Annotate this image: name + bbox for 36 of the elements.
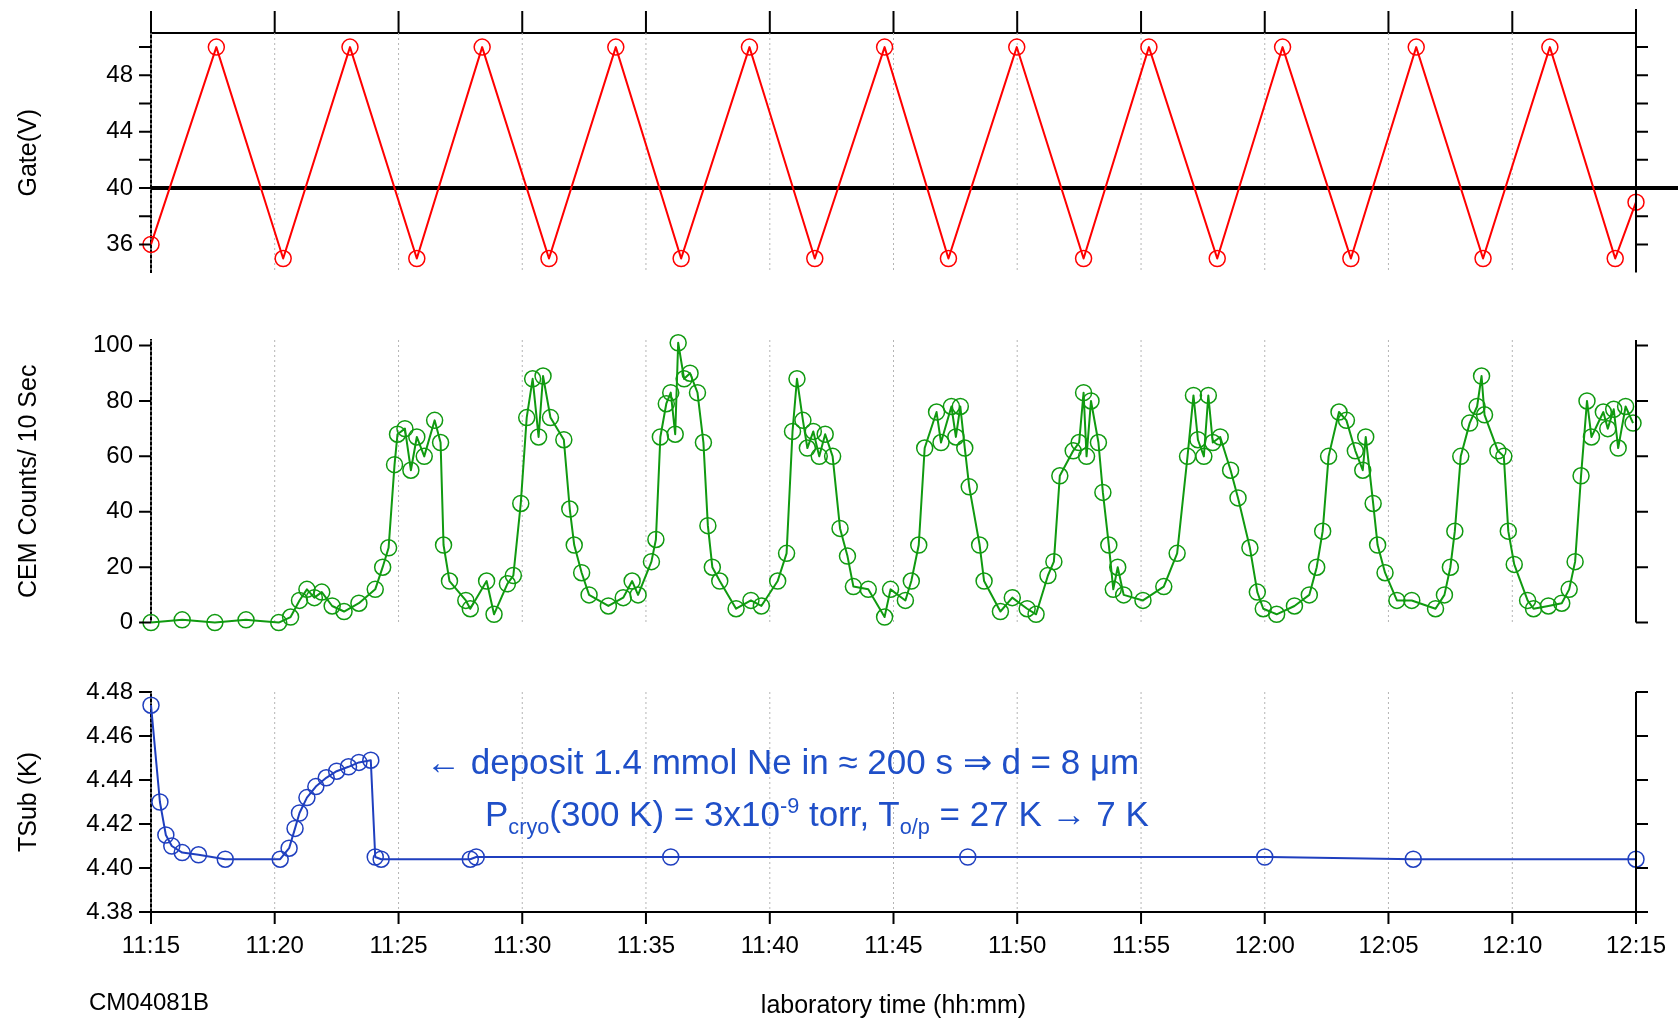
x-tick-label: 12:15 bbox=[1605, 931, 1667, 959]
x-tick-label: 12:05 bbox=[1358, 931, 1419, 959]
annotation: P$_{cryo}$(300 K) = 3x10$^{-9}$ torr, T$_{o/p}$ = 27 K → 7 K bbox=[485, 793, 1149, 839]
x-tick-label: 11:25 bbox=[369, 931, 428, 959]
y-axis-title: Gate(V) bbox=[12, 109, 41, 197]
x-tick-label: 12:00 bbox=[1234, 931, 1295, 959]
y-axis-title: TSub (K) bbox=[12, 751, 41, 853]
x-tick-label: 11:45 bbox=[864, 931, 923, 959]
text: CM04081B bbox=[89, 988, 210, 1015]
y-tick-label: 80 bbox=[106, 385, 133, 413]
y-tick-label: 44 bbox=[106, 116, 133, 144]
y-tick-label: 36 bbox=[106, 229, 133, 257]
x-tick-label: 12:10 bbox=[1482, 931, 1543, 959]
y-tick-label: 100 bbox=[92, 330, 133, 358]
x-tick-label: 11:20 bbox=[245, 931, 304, 959]
y-tick-label: 4.46 bbox=[86, 720, 133, 748]
y-tick-label: 60 bbox=[106, 440, 133, 468]
y-tick-label: 0 bbox=[119, 607, 133, 635]
y-tick-label: 4.40 bbox=[86, 852, 133, 880]
x-axis-title: laboratory time (hh:mm) bbox=[760, 989, 1027, 1018]
x-tick-label: 11:55 bbox=[1111, 931, 1171, 959]
x-tick-label: 11:15 bbox=[121, 931, 181, 959]
x-tick-label: 11:50 bbox=[988, 931, 1047, 959]
y-tick-label: 20 bbox=[106, 551, 133, 579]
x-tick-label: 11:35 bbox=[616, 931, 676, 959]
y-tick-label: 4.38 bbox=[86, 896, 133, 924]
annotation: ← deposit 1.4 mmol Ne in ≈ 200 s ⇒ d = 8 μm bbox=[426, 742, 1140, 781]
y-tick-label: 40 bbox=[106, 172, 133, 200]
y-tick-label: 4.44 bbox=[86, 764, 133, 792]
x-tick-label: 11:30 bbox=[493, 931, 552, 959]
y-tick-label: 48 bbox=[106, 59, 133, 87]
y-axis-title: CEM Counts/ 10 Sec bbox=[12, 364, 41, 599]
y-tick-label: 4.48 bbox=[86, 676, 133, 704]
y-tick-label: 40 bbox=[106, 496, 133, 524]
y-tick-label: 4.42 bbox=[86, 808, 133, 836]
x-tick-label: 11:40 bbox=[740, 931, 799, 959]
